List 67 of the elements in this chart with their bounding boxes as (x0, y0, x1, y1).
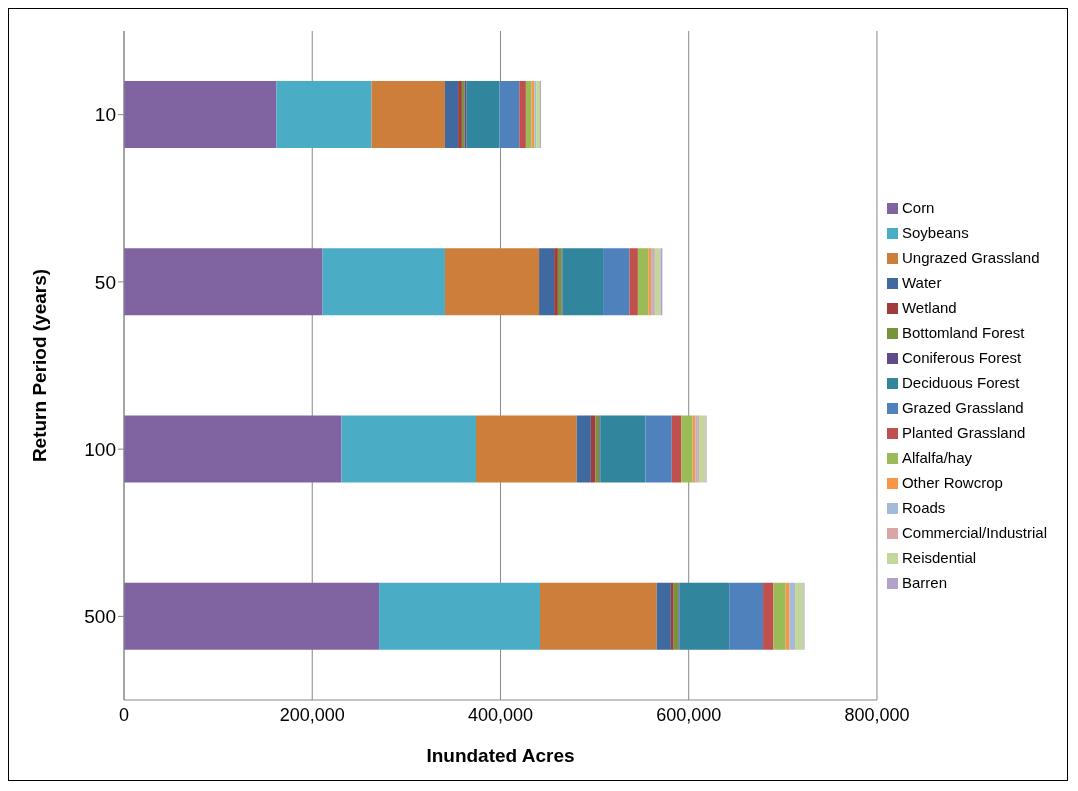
bar (763, 582, 774, 650)
bar (525, 81, 532, 148)
bar (554, 248, 558, 316)
bar (590, 415, 596, 483)
y-tick-label: 500 (84, 606, 116, 628)
x-tick-label: 0 (118, 704, 130, 725)
bar (671, 415, 682, 483)
bar (773, 582, 786, 650)
bar (679, 582, 730, 650)
bar (562, 248, 604, 316)
legend-label: Grazed Grassland (901, 398, 1024, 416)
bar (499, 81, 520, 148)
bar (729, 582, 764, 650)
bar (637, 248, 649, 316)
bar (540, 582, 657, 650)
bar (444, 248, 540, 316)
bar (603, 248, 630, 316)
bar (629, 248, 638, 316)
bar (519, 81, 526, 148)
legend-label: Bottomland Forest (901, 323, 1025, 341)
bar (276, 81, 372, 148)
legend-label: Barren (901, 573, 947, 591)
bar (476, 415, 577, 483)
legend-label: Deciduous Forest (901, 373, 1020, 391)
bar (789, 582, 796, 650)
legend-label: Wetland (901, 298, 957, 316)
bar (379, 582, 541, 650)
y-tick-label: 10 (94, 104, 116, 126)
bar (699, 415, 706, 483)
bar (681, 415, 693, 483)
bar (124, 415, 342, 483)
bar (444, 81, 459, 148)
bar (371, 81, 445, 148)
bar (124, 248, 323, 316)
legend-label: Water (901, 273, 942, 291)
bar (795, 582, 804, 650)
x-tick-label: 800,000 (844, 704, 910, 725)
legend-label: Coniferous Forest (901, 348, 1022, 366)
legend-label: Planted Grassland (901, 423, 1026, 441)
bar (536, 81, 541, 148)
bar (322, 248, 445, 316)
y-tick-label: 100 (84, 438, 116, 460)
legend-label: Reisdential (901, 548, 977, 566)
bar (600, 415, 646, 483)
bar (466, 81, 500, 148)
y-axis-title: Return Period (years) (28, 268, 50, 463)
y-tick-label: 50 (94, 271, 116, 293)
x-axis-title: Inundated Acres (426, 745, 575, 766)
bar (557, 248, 562, 316)
legend-label: Commercial/Industrial (901, 523, 1047, 541)
legend-label: Other Rowcrop (901, 473, 1003, 491)
legend-label: Roads (901, 498, 946, 516)
bar (670, 582, 674, 650)
legend-label: Soybeans (901, 223, 969, 241)
bar (645, 415, 672, 483)
x-tick-label: 600,000 (656, 704, 722, 725)
legend-label: Corn (901, 198, 935, 216)
x-tick-label: 400,000 (467, 704, 534, 725)
legend-label: Ungrazed Grassland (901, 248, 1040, 266)
bar (124, 582, 380, 650)
legend-label: Alfalfa/hay (901, 448, 972, 466)
bar (341, 415, 477, 483)
bar (124, 81, 277, 148)
bar (656, 582, 671, 650)
x-tick-label: 200,000 (279, 704, 345, 725)
bar (539, 248, 555, 316)
bar (576, 415, 591, 483)
